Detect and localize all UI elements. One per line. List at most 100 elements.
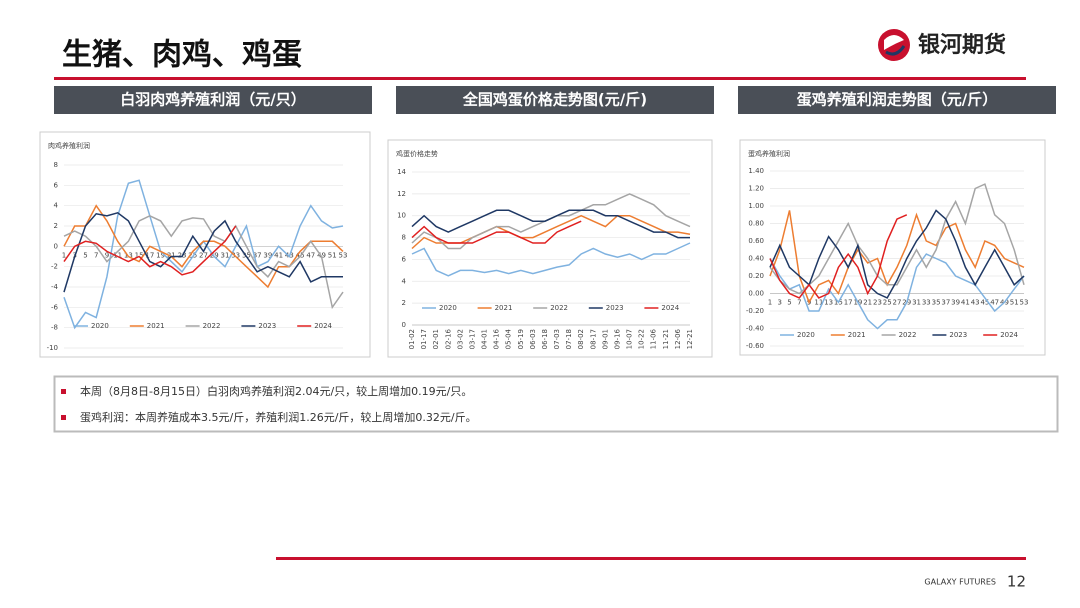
y-tick-label: 0.20 (748, 272, 764, 280)
y-tick-label: 6 (402, 255, 407, 263)
chart-title: 肉鸡养殖利润 (48, 141, 90, 150)
x-tick-label: 10-07 (626, 329, 634, 349)
x-tick-label: 09-16 (613, 328, 621, 349)
y-tick-label: 8 (54, 161, 58, 169)
footer-brand: GALAXY FUTURES (924, 578, 996, 587)
x-tick-label: 11-06 (650, 328, 658, 349)
legend-label: 2022 (550, 304, 568, 312)
x-tick-label: 08-02 (577, 329, 585, 349)
x-tick-label: 08-17 (589, 329, 597, 349)
note: 本周（8月8日-8月15日）白羽肉鸡养殖利润2.04元/只，较上周增加0.19元… (80, 384, 472, 398)
series-line (411, 220, 582, 244)
y-tick-label: -8 (51, 324, 58, 332)
series-line (769, 209, 1025, 299)
x-tick-label: 07-03 (553, 329, 561, 349)
legend-label: 2020 (91, 322, 109, 330)
x-tick-label: 21 (863, 299, 872, 307)
y-tick-label: 10 (397, 212, 406, 220)
x-tick-label: 33 (231, 251, 240, 259)
x-tick-label: 41 (274, 251, 283, 259)
y-tick-label: 0.40 (748, 255, 764, 263)
x-tick-label: 12-06 (674, 328, 682, 349)
footer-rule (276, 557, 1026, 560)
x-tick-label: 04-16 (493, 328, 501, 349)
legend-label: 2023 (606, 304, 624, 312)
y-tick-label: -2 (51, 263, 58, 271)
x-tick-label: 1 (768, 299, 772, 307)
x-tick-label: 05-04 (505, 328, 513, 349)
x-tick-label: 31 (221, 251, 230, 259)
x-tick-label: 15 (135, 251, 144, 259)
series-line (63, 225, 237, 276)
y-tick-label: 0.80 (748, 220, 764, 228)
page-number: 12 (1007, 573, 1026, 591)
x-tick-label: 53 (1020, 299, 1029, 307)
legend-label: 2020 (439, 304, 457, 312)
x-tick-label: 21 (167, 251, 176, 259)
logo-mark (884, 35, 904, 50)
series-line (769, 253, 1025, 330)
x-tick-label: 47 (306, 251, 315, 259)
notes-box (53, 375, 1059, 433)
slide-title: 生猪、肉鸡、鸡蛋 (62, 38, 302, 73)
legend-label: 2024 (314, 322, 332, 330)
x-tick-label: 11 (814, 299, 823, 307)
x-tick-label: 3 (778, 299, 782, 307)
legend-label: 2022 (203, 322, 221, 330)
y-tick-label: 6 (54, 181, 59, 189)
note: 蛋鸡利润：本周养殖成本3.5元/斤，养殖利润1.26元/斤，较上周增加0.32元… (80, 410, 477, 424)
x-tick-label: 41 (961, 299, 970, 307)
x-tick-label: 37 (941, 299, 950, 307)
x-tick-label: 51 (328, 251, 337, 259)
y-tick-label: 1.40 (748, 167, 764, 175)
bullet (61, 389, 66, 394)
panel-header (396, 86, 714, 114)
x-tick-label: 06-18 (541, 329, 549, 349)
x-tick-label: 35 (932, 299, 941, 307)
y-tick-label: 0 (54, 242, 58, 250)
legend-label: 2024 (1000, 331, 1018, 339)
chart-title: 蛋鸡养殖利润 (748, 149, 790, 158)
x-tick-label: 53 (339, 251, 348, 259)
bullet (61, 415, 66, 420)
panel-header (738, 86, 1056, 114)
x-tick-label: 11 (113, 251, 122, 259)
y-tick-label: 8 (402, 234, 406, 242)
x-tick-label: 09-01 (601, 329, 609, 349)
y-tick-label: 2 (402, 299, 406, 307)
series-line (63, 211, 343, 293)
x-tick-label: 27 (199, 251, 208, 259)
x-tick-label: 06-03 (529, 329, 537, 349)
y-tick-label: -0.40 (746, 325, 764, 333)
series-line (769, 214, 908, 299)
legend-label: 2022 (899, 331, 917, 339)
x-tick-label: 17 (844, 299, 853, 307)
x-tick-label: 43 (971, 299, 980, 307)
x-tick-label: 5 (83, 251, 87, 259)
panel-title: 白羽肉鸡养殖利润（元/只） (120, 91, 305, 109)
x-tick-label: 31 (912, 299, 921, 307)
x-tick-label: 10-22 (638, 329, 646, 349)
x-tick-label: 45 (980, 299, 989, 307)
panel-title: 全国鸡蛋价格走势图(元/斤) (462, 91, 647, 109)
chart-frame (739, 139, 1046, 356)
x-tick-label: 19 (156, 251, 165, 259)
logo-mark (885, 45, 906, 56)
y-tick-label: -4 (51, 283, 59, 291)
y-tick-label: 2 (54, 222, 58, 230)
y-tick-label: 0 (402, 321, 406, 329)
x-tick-label: 11-21 (662, 329, 670, 349)
y-tick-label: 14 (397, 168, 406, 176)
x-tick-label: 39 (263, 251, 272, 259)
series-line (769, 183, 1025, 295)
x-tick-label: 12-21 (686, 329, 694, 349)
legend-label: 2021 (848, 331, 866, 339)
x-tick-label: 02-16 (444, 328, 452, 349)
x-tick-label: 51 (1010, 299, 1019, 307)
x-tick-label: 1 (62, 251, 66, 259)
x-tick-label: 27 (893, 299, 902, 307)
x-tick-label: 02-01 (432, 329, 440, 349)
y-tick-label: -0.60 (746, 342, 764, 350)
legend-label: 2021 (147, 322, 165, 330)
